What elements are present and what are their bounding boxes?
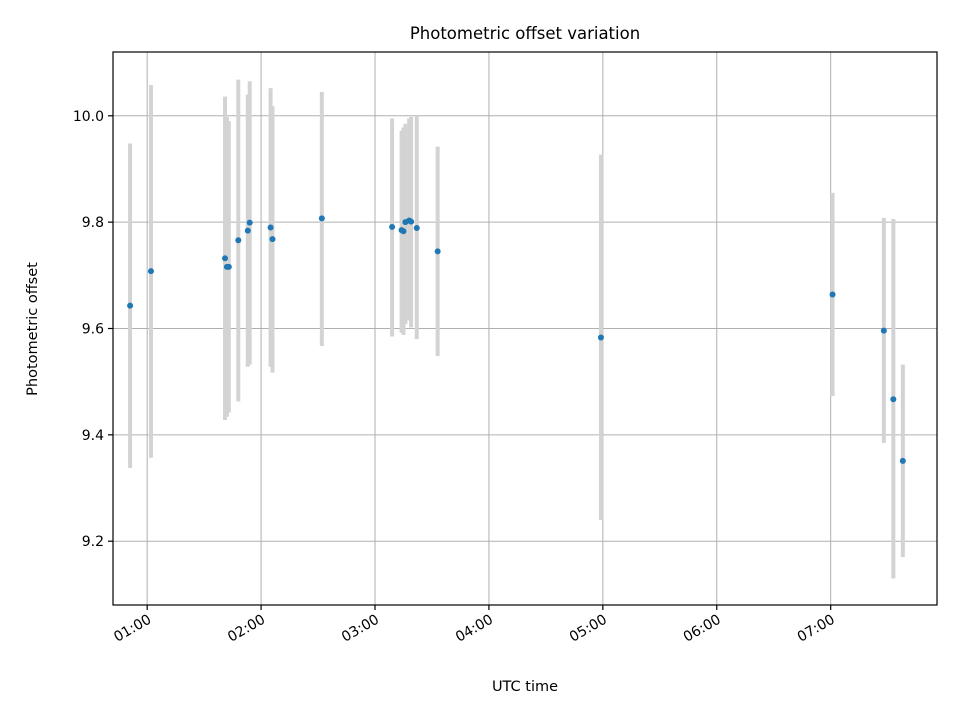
data-point bbox=[318, 215, 325, 222]
data-point bbox=[267, 224, 274, 231]
data-point bbox=[899, 457, 906, 464]
data-point bbox=[147, 268, 154, 275]
grid-lines bbox=[113, 52, 937, 605]
data-point bbox=[389, 223, 396, 230]
y-tick-label: 9.4 bbox=[82, 428, 104, 444]
data-point bbox=[413, 225, 420, 232]
y-tick-label: 9.6 bbox=[82, 322, 104, 338]
y-tick-label: 9.2 bbox=[82, 534, 104, 550]
data-point bbox=[890, 396, 897, 403]
data-point bbox=[244, 227, 251, 234]
data-point bbox=[400, 228, 407, 235]
data-point bbox=[222, 255, 229, 262]
data-point bbox=[246, 219, 253, 226]
x-axis-label: UTC time bbox=[492, 679, 558, 695]
data-point bbox=[434, 248, 441, 255]
data-points bbox=[127, 215, 906, 464]
data-point bbox=[269, 236, 276, 243]
y-tick-label: 10.0 bbox=[73, 109, 104, 125]
data-point bbox=[829, 291, 836, 298]
chart-title: Photometric offset variation bbox=[410, 24, 640, 43]
data-point bbox=[597, 334, 604, 341]
data-point bbox=[408, 218, 415, 225]
y-tick-label: 9.8 bbox=[82, 215, 104, 231]
data-point bbox=[235, 237, 242, 244]
data-point bbox=[880, 327, 887, 334]
y-axis-label: Photometric offset bbox=[25, 262, 41, 396]
y-axis-ticks: 9.2 9.4 9.6 9.8 10.0 bbox=[73, 109, 113, 550]
data-point bbox=[127, 302, 134, 309]
data-point bbox=[225, 263, 232, 270]
